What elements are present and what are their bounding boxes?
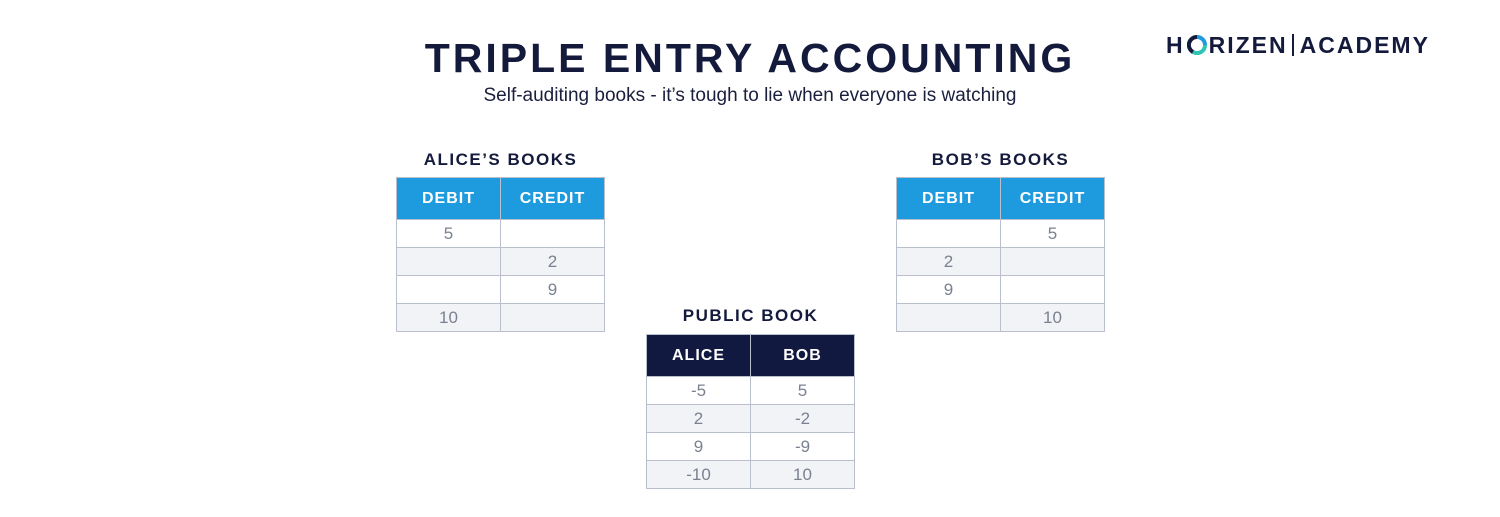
table-cell: 10 xyxy=(396,303,501,332)
table-cell: 5 xyxy=(396,219,501,248)
table-cell: -5 xyxy=(646,376,751,405)
table-cell: 9 xyxy=(500,275,605,304)
alice-books-label: ALICE’S BOOKS xyxy=(423,150,578,169)
table-row: 10 xyxy=(396,303,605,332)
logo-divider xyxy=(1291,34,1294,56)
table-row: 9 xyxy=(896,275,1105,304)
page-subtitle: Self-auditing books - it’s tough to lie … xyxy=(483,85,1017,106)
table-cell: 2 xyxy=(646,404,751,433)
table-cell xyxy=(396,247,501,276)
column-header-credit: CREDIT xyxy=(500,177,605,220)
logo-text-academy: ACADEMY xyxy=(1299,31,1430,58)
table-row: 5 xyxy=(396,219,605,248)
table-cell xyxy=(896,219,1001,248)
table-cell: 5 xyxy=(1000,219,1105,248)
table-cell: 10 xyxy=(750,460,855,489)
table-cell: 9 xyxy=(896,275,1001,304)
table-cell: 10 xyxy=(1000,303,1105,332)
table-row: 2 xyxy=(896,247,1105,276)
alice-books-table: DEBIT CREDIT 5 2 9 10 xyxy=(396,177,605,332)
public-book-label: PUBLIC BOOK xyxy=(682,306,819,325)
table-row: -10 10 xyxy=(646,460,855,489)
logo-text-rizen: RIZEN xyxy=(1208,31,1288,58)
table-header-row: DEBIT CREDIT xyxy=(896,177,1105,220)
column-header-debit: DEBIT xyxy=(896,177,1001,220)
table-cell: -2 xyxy=(750,404,855,433)
table-row: 5 xyxy=(896,219,1105,248)
bob-books-table: DEBIT CREDIT 5 2 9 10 xyxy=(896,177,1105,332)
table-cell: 9 xyxy=(646,432,751,461)
table-row: -5 5 xyxy=(646,376,855,405)
table-cell xyxy=(1000,247,1105,276)
table-row: 9 -9 xyxy=(646,432,855,461)
table-cell: 5 xyxy=(750,376,855,405)
bob-books-label: BOB’S BOOKS xyxy=(931,150,1070,169)
logo-text-h: H xyxy=(1166,31,1185,58)
public-book-table: ALICE BOB -5 5 2 -2 9 -9 -10 10 xyxy=(646,334,855,489)
table-cell: -9 xyxy=(750,432,855,461)
table-cell xyxy=(500,219,605,248)
column-header-debit: DEBIT xyxy=(396,177,501,220)
column-header-alice: ALICE xyxy=(646,334,751,377)
horizen-academy-logo: H RIZEN ACADEMY xyxy=(1166,30,1466,60)
table-header-row: ALICE BOB xyxy=(646,334,855,377)
table-row: 10 xyxy=(896,303,1105,332)
column-header-bob: BOB xyxy=(750,334,855,377)
page-title: TRIPLE ENTRY ACCOUNTING xyxy=(424,35,1076,81)
logo-ring-icon xyxy=(1186,35,1207,55)
table-cell xyxy=(396,275,501,304)
table-header-row: DEBIT CREDIT xyxy=(396,177,605,220)
table-row: 2 xyxy=(396,247,605,276)
table-cell xyxy=(500,303,605,332)
table-cell xyxy=(896,303,1001,332)
table-row: 2 -2 xyxy=(646,404,855,433)
table-cell xyxy=(1000,275,1105,304)
table-cell: 2 xyxy=(500,247,605,276)
column-header-credit: CREDIT xyxy=(1000,177,1105,220)
table-row: 9 xyxy=(396,275,605,304)
table-cell: -10 xyxy=(646,460,751,489)
table-cell: 2 xyxy=(896,247,1001,276)
